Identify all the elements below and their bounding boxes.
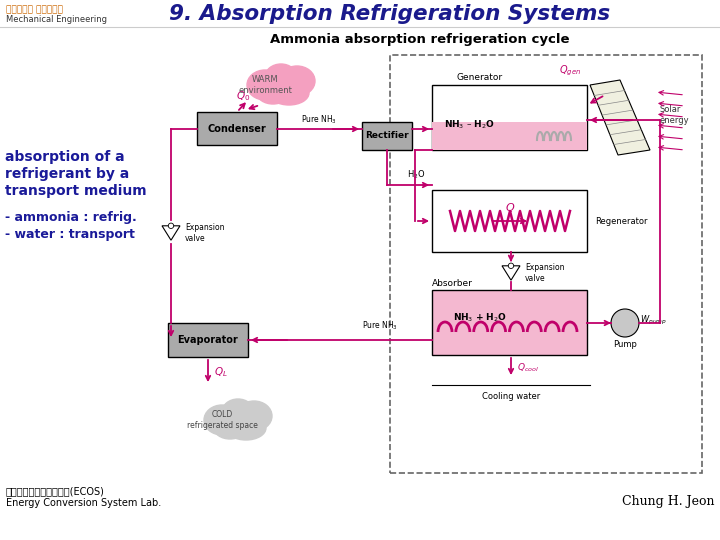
Ellipse shape — [226, 416, 266, 440]
Ellipse shape — [222, 399, 254, 425]
Ellipse shape — [214, 417, 246, 439]
Text: Chung H. Jeon: Chung H. Jeon — [621, 495, 714, 508]
Text: Regenerator: Regenerator — [595, 217, 647, 226]
Text: absorption of a: absorption of a — [5, 150, 125, 164]
Text: Condenser: Condenser — [207, 124, 266, 133]
Text: $Q$: $Q$ — [505, 201, 515, 214]
Bar — [432, 122, 587, 150]
Text: 부산대학교 기계공학부: 부산대학교 기계공학부 — [6, 5, 63, 14]
Ellipse shape — [247, 70, 283, 100]
Circle shape — [168, 223, 174, 228]
Text: Generator: Generator — [457, 73, 503, 82]
Text: - ammonia : refrig.: - ammonia : refrig. — [5, 211, 137, 224]
Text: 에너지변환시스템연구실(ECOS): 에너지변환시스템연구실(ECOS) — [6, 486, 105, 496]
Text: Rectifier: Rectifier — [365, 132, 409, 140]
Text: NH$_3$ – H$_2$O: NH$_3$ – H$_2$O — [444, 119, 495, 131]
Bar — [197, 112, 277, 145]
Text: Pure NH$_3$: Pure NH$_3$ — [301, 113, 337, 126]
Text: - water : transport: - water : transport — [5, 228, 135, 241]
Ellipse shape — [236, 401, 272, 431]
Text: transport medium: transport medium — [5, 184, 147, 198]
Text: $Q_0$: $Q_0$ — [235, 89, 250, 103]
Text: Mechanical Engineering: Mechanical Engineering — [6, 15, 107, 24]
Text: $Q_{gen}$: $Q_{gen}$ — [559, 64, 581, 78]
Bar — [432, 85, 587, 150]
Ellipse shape — [257, 82, 289, 104]
Text: Expansion
valve: Expansion valve — [525, 264, 564, 283]
Text: 9. Absorption Refrigeration Systems: 9. Absorption Refrigeration Systems — [169, 4, 611, 24]
Text: Pump: Pump — [613, 340, 637, 349]
Text: Pure NH$_3$: Pure NH$_3$ — [362, 320, 398, 332]
Polygon shape — [590, 80, 650, 155]
Bar — [432, 290, 587, 355]
Text: COLD
refrigerated space: COLD refrigerated space — [186, 410, 258, 430]
Ellipse shape — [269, 81, 309, 105]
Polygon shape — [502, 266, 520, 280]
Bar — [390, 55, 702, 473]
Text: Solar
energy: Solar energy — [660, 105, 690, 125]
Bar — [432, 190, 587, 252]
Text: NH$_3$ + H$_2$O: NH$_3$ + H$_2$O — [453, 312, 507, 324]
Circle shape — [611, 309, 639, 337]
Text: $Q_L$: $Q_L$ — [214, 365, 228, 379]
Ellipse shape — [265, 64, 297, 90]
Text: refrigerant by a: refrigerant by a — [5, 167, 130, 181]
Text: Cooling water: Cooling water — [482, 392, 540, 401]
Text: $Q_{cool}$: $Q_{cool}$ — [517, 362, 539, 374]
Bar — [362, 122, 412, 150]
Text: Evaporator: Evaporator — [178, 335, 238, 345]
Text: Expansion
valve: Expansion valve — [185, 224, 225, 242]
Text: Ammonia absorption refrigeration cycle: Ammonia absorption refrigeration cycle — [270, 33, 570, 46]
Bar — [168, 323, 248, 357]
Text: Energy Conversion System Lab.: Energy Conversion System Lab. — [6, 498, 161, 508]
Text: WARM
environment: WARM environment — [238, 75, 292, 94]
Text: $W_{pump}$: $W_{pump}$ — [640, 313, 667, 327]
Polygon shape — [162, 226, 180, 240]
Ellipse shape — [204, 405, 240, 435]
Text: H$_2$O: H$_2$O — [407, 168, 425, 181]
Circle shape — [508, 263, 513, 268]
Ellipse shape — [279, 66, 315, 96]
Text: Absorber: Absorber — [432, 279, 473, 288]
